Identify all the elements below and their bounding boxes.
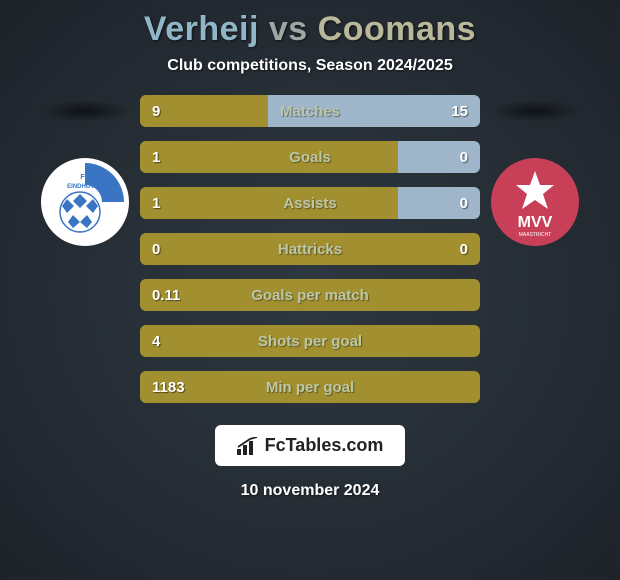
stat-label: Matches — [280, 103, 340, 120]
stat-bar: 0.11 Goals per match — [140, 279, 480, 311]
comparison-title: Verheij vs Coomans — [144, 10, 476, 49]
stat-label: Goals per match — [251, 287, 369, 304]
stat-label: Goals — [289, 149, 331, 166]
stat-value-right: 0 — [460, 241, 468, 258]
stat-bar: 1 0 Assists — [140, 187, 480, 219]
stat-bar: 4 Shots per goal — [140, 325, 480, 357]
right-side-column: MVV MAASTRICHT — [480, 95, 590, 247]
mvv-logo-icon: MVV MAASTRICHT — [490, 157, 580, 247]
left-side-column: FC EINDHOVEN — [30, 95, 140, 247]
stat-value-left: 9 — [152, 103, 160, 120]
brand-text: FcTables.com — [265, 435, 384, 456]
date-text: 10 november 2024 — [241, 482, 380, 500]
stat-label: Min per goal — [266, 379, 354, 396]
stat-value-right: 0 — [460, 195, 468, 212]
stats-column: 9 15 Matches 1 0 Goals 1 0 Assists 0 0 Hattricks 0.1… — [140, 95, 480, 403]
stat-value-right: 15 — [451, 103, 468, 120]
left-club-logo: FC EINDHOVEN — [40, 157, 130, 247]
fc-eindhoven-logo-icon: FC EINDHOVEN — [40, 157, 130, 247]
svg-text:MVV: MVV — [518, 214, 553, 231]
right-club-logo: MVV MAASTRICHT — [490, 157, 580, 247]
stat-bar: 1 0 Goals — [140, 141, 480, 173]
title-right: Coomans — [318, 10, 476, 48]
stat-label: Hattricks — [278, 241, 342, 258]
title-sep: vs — [269, 10, 308, 48]
stat-value-left: 4 — [152, 333, 160, 350]
stat-value-left: 0.11 — [152, 287, 180, 304]
brand-chart-icon — [237, 437, 259, 455]
brand-box: FcTables.com — [215, 425, 406, 466]
stat-bar: 0 0 Hattricks — [140, 233, 480, 265]
title-left: Verheij — [144, 10, 259, 48]
stat-bar: 1183 Min per goal — [140, 371, 480, 403]
stat-value-left: 1 — [152, 195, 160, 212]
infographic-container: Verheij vs Coomans Club competitions, Se… — [0, 0, 620, 580]
right-player-shadow — [490, 100, 580, 122]
stat-bar: 9 15 Matches — [140, 95, 480, 127]
stat-label: Shots per goal — [258, 333, 362, 350]
svg-text:FC: FC — [80, 174, 89, 181]
stat-value-left: 1183 — [152, 379, 185, 396]
svg-text:EINDHOVEN: EINDHOVEN — [67, 184, 103, 190]
stat-value-left: 1 — [152, 149, 160, 166]
stat-label: Assists — [283, 195, 336, 212]
left-player-shadow — [40, 100, 130, 122]
stat-value-left: 0 — [152, 241, 160, 258]
stat-value-right: 0 — [460, 149, 468, 166]
subtitle: Club competitions, Season 2024/2025 — [167, 57, 452, 75]
main-row: FC EINDHOVEN 9 15 Matches 1 0 Goals 1 0 Assists 0… — [0, 95, 620, 403]
svg-text:MAASTRICHT: MAASTRICHT — [519, 232, 552, 238]
